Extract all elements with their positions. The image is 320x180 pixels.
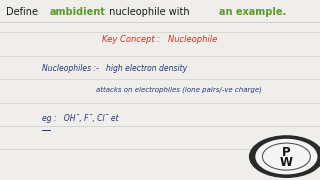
Text: eg :   OH¯, F¯, Cl¯ et: eg : OH¯, F¯, Cl¯ et (42, 114, 118, 123)
Text: nucleophile with: nucleophile with (106, 7, 193, 17)
Text: attacks on electrophiles (lone pairs/-ve charge): attacks on electrophiles (lone pairs/-ve… (96, 87, 262, 93)
Circle shape (250, 136, 320, 177)
Circle shape (256, 140, 317, 174)
Text: P: P (282, 146, 291, 159)
Text: W: W (280, 156, 293, 169)
Text: ambidient: ambidient (50, 7, 106, 17)
Text: Key Concept :   Nucleophile: Key Concept : Nucleophile (102, 35, 218, 44)
Text: an example.: an example. (219, 7, 286, 17)
Text: Define: Define (6, 7, 42, 17)
Text: Nucleophiles :-   high electron density: Nucleophiles :- high electron density (42, 64, 187, 73)
